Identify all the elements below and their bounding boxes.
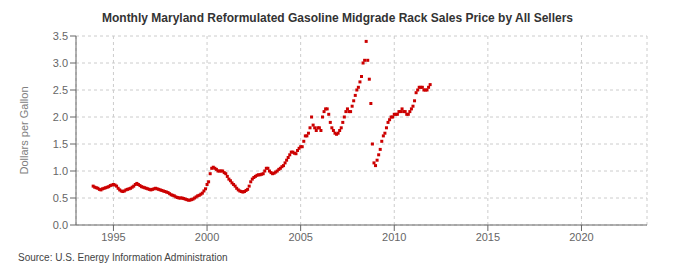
svg-text:2.0: 2.0 — [53, 111, 68, 123]
svg-text:2020: 2020 — [569, 231, 593, 243]
html-text:Monthly Maryland Reformulated: Monthly Maryland Reformulated Gasoline M… — [102, 11, 573, 25]
svg-text:3.5: 3.5 — [53, 30, 68, 42]
svg-text:1995: 1995 — [101, 231, 125, 243]
svg-text:2000: 2000 — [195, 231, 219, 243]
svg-text:2010: 2010 — [382, 231, 406, 243]
svg-text:0.5: 0.5 — [53, 192, 68, 204]
svg-text:Dollars per Gallon: Dollars per Gallon — [18, 86, 30, 174]
svg-text:3.0: 3.0 — [53, 57, 68, 69]
html-text:Source: U.S. Energy Informatio: Source: U.S. Energy Information Administ… — [18, 252, 228, 263]
svg-text:2005: 2005 — [288, 231, 312, 243]
svg-text:1.5: 1.5 — [53, 138, 68, 150]
svg-text:2015: 2015 — [476, 231, 500, 243]
svg-text:2.5: 2.5 — [53, 84, 68, 96]
svg-text:1.0: 1.0 — [53, 165, 68, 177]
svg-text:0.0: 0.0 — [53, 219, 68, 231]
